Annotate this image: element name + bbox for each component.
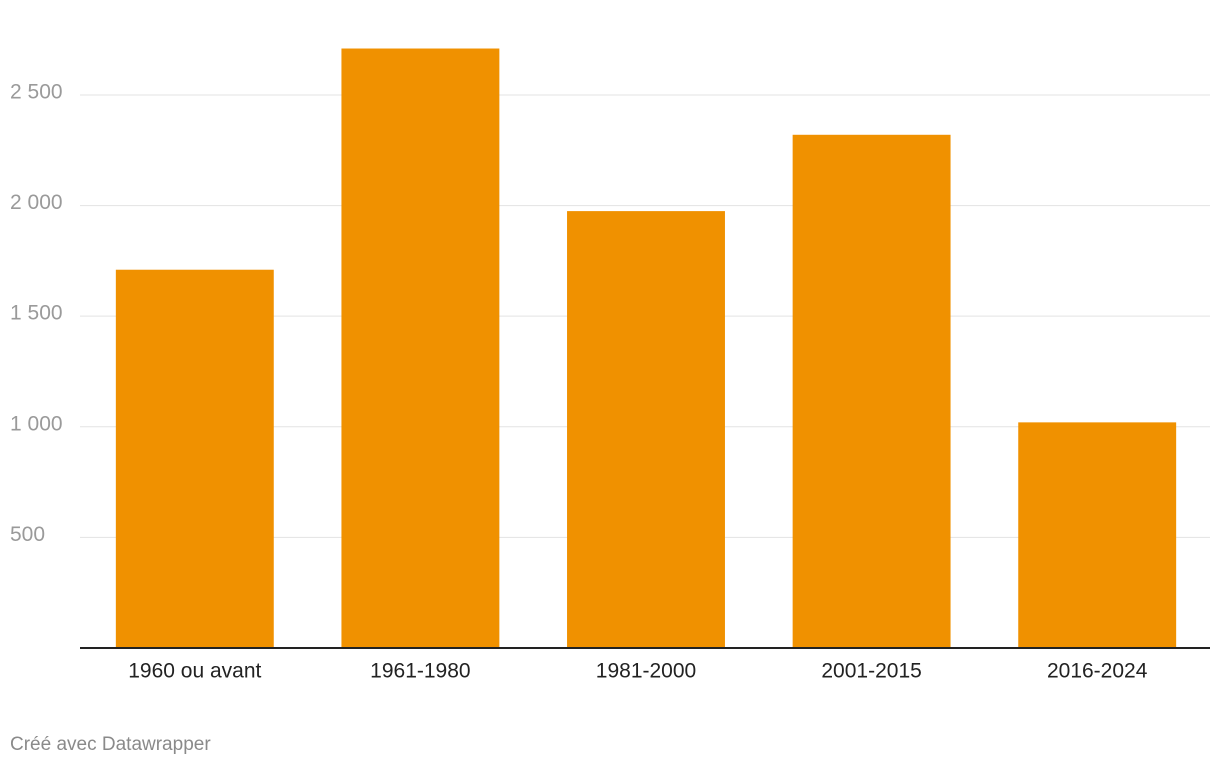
bar [792, 134, 951, 649]
bar [1018, 422, 1177, 648]
x-tick-label: 1961-1980 [370, 660, 470, 683]
y-tick-label: 1 500 [10, 302, 63, 325]
x-tick-label: 1981-2000 [596, 660, 696, 683]
y-tick-label: 2 000 [10, 191, 63, 214]
y-tick-label: 1 000 [10, 412, 63, 435]
x-tick-label: 2001-2015 [821, 660, 921, 683]
x-tick-label: 1960 ou avant [128, 660, 261, 683]
footer: Créé avec Datawrapper [10, 734, 211, 755]
x-tick-label: 2016-2024 [1047, 660, 1148, 683]
y-tick-label: 500 [10, 523, 45, 546]
bar [341, 48, 500, 648]
bar [115, 269, 274, 648]
bar [567, 211, 725, 648]
y-tick-label: 2 500 [10, 81, 63, 104]
